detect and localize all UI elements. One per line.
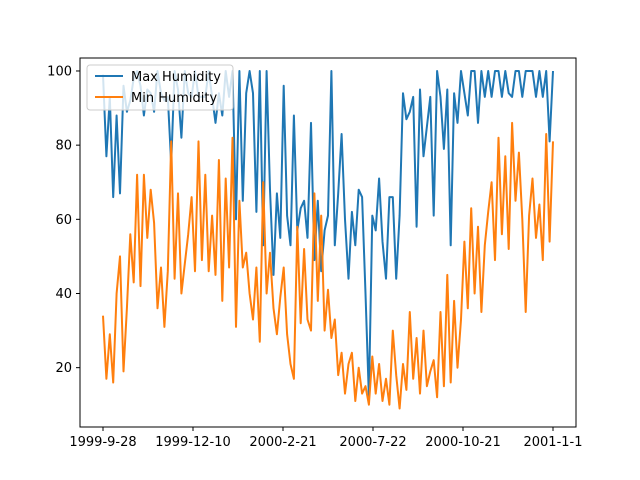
legend-box (86, 64, 234, 111)
x-tick-label: 2000-2-21 (249, 435, 316, 450)
legend-min-humidity-label: Min Humidity (131, 91, 217, 106)
legend-max-humidity-label: Max Humidity (131, 70, 221, 85)
series-min-humidity-line (102, 121, 554, 410)
x-tick-label: 1999-9-28 (69, 435, 136, 450)
legend: Max Humidity Min Humidity (86, 64, 234, 111)
axis-layer: 20 40 60 80 100 1999-9-28 1999-12-10 2000-2-21 2… (47, 64, 582, 450)
x-tick-label: 2000-7-22 (339, 435, 406, 450)
x-tick-label: 2000-10-21 (425, 435, 501, 450)
y-tick-label: 100 (47, 64, 72, 79)
y-tick-label: 60 (55, 213, 72, 228)
x-tick-label: 2001-1-1 (523, 435, 582, 450)
x-tick-label: 1999-12-10 (155, 435, 231, 450)
y-tick-label: 40 (55, 287, 72, 302)
y-tick-label: 80 (55, 139, 72, 154)
y-tick-label: 20 (55, 361, 72, 376)
plot-frame (79, 57, 577, 428)
